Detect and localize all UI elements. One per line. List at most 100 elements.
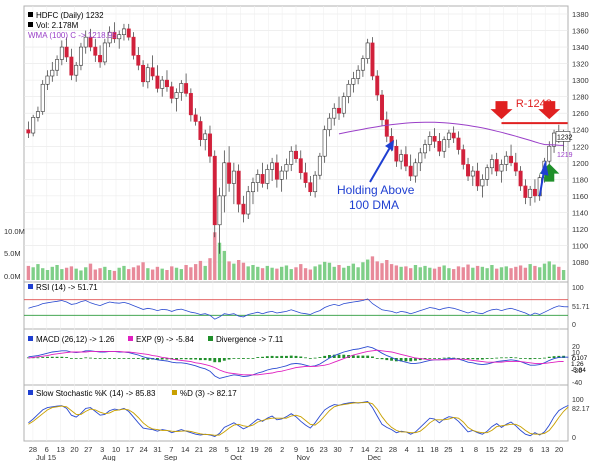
candle-up [203, 133, 208, 140]
macd-divergence-bar [461, 358, 465, 359]
candle-down [88, 36, 93, 48]
x-tick-label: 7 [169, 445, 173, 454]
volume-bar [356, 267, 360, 280]
volume-bar [346, 265, 351, 280]
x-tick-label: 23 [320, 445, 328, 454]
x-tick-label: 24 [140, 445, 148, 454]
candle-down [475, 170, 480, 187]
candle-up [145, 67, 150, 83]
candle-down [308, 182, 313, 193]
macd-divergence-bar [299, 356, 303, 358]
macd-divergence-bar [261, 356, 264, 358]
candle-down [193, 114, 198, 122]
candle-up [174, 92, 179, 99]
macd-divergence-bar [385, 358, 389, 361]
candle-up [255, 174, 260, 183]
x-tick-label: 21 [375, 445, 383, 454]
macd-divergence-bar [55, 356, 59, 358]
volume-bar [193, 264, 198, 280]
candle-down [298, 158, 303, 174]
candle-up [121, 28, 126, 35]
volume-bar [332, 266, 336, 280]
macd-tick-label: 20 [572, 344, 580, 351]
volume-bar [155, 266, 160, 280]
macd-divergence-bar [146, 358, 150, 360]
macd-tick-label: -20 [572, 368, 582, 375]
candle-down [375, 75, 380, 96]
volume-bar [141, 262, 145, 280]
candle-up [231, 170, 236, 184]
candle-up [31, 117, 36, 134]
x-tick-label: 6 [529, 445, 533, 454]
candle-up [446, 132, 451, 140]
price-tick-label: 1380 [572, 10, 589, 19]
macd-divergence-bar [323, 355, 327, 358]
macd-divergence-bar [222, 358, 226, 361]
candle-up [279, 170, 284, 180]
volume-bar [466, 264, 470, 280]
macd-divergence-bar [280, 355, 284, 358]
x-tick-label: 20 [70, 445, 78, 454]
macd-divergence-bar [294, 355, 298, 358]
volume-bar [327, 262, 332, 280]
volume-bar [361, 262, 365, 280]
macd-divergence-bar [308, 358, 312, 359]
volume-bar [284, 265, 289, 280]
volume-bar [495, 268, 499, 280]
candle-up [418, 152, 423, 164]
candle-down [394, 145, 399, 162]
volume-bar [303, 268, 308, 280]
volume-bar [36, 264, 40, 280]
macd-divergence-bar [471, 358, 475, 360]
volume-bar [103, 266, 107, 280]
candle-down [212, 155, 217, 226]
rsi-legend: RSI (14) -> 51.71 [28, 283, 98, 292]
macd-divergence-bar [457, 358, 460, 359]
volume-bar [136, 265, 140, 280]
macd-divergence-bar [351, 355, 355, 358]
candle-up [107, 31, 112, 44]
volume-bar [538, 267, 542, 280]
macd-divergence-bar [476, 358, 480, 360]
candle-up [317, 155, 322, 176]
volume-bar [150, 269, 155, 280]
candle-up [489, 159, 494, 169]
volume-bar [84, 267, 88, 280]
candle-down [126, 28, 131, 38]
volume-bar [404, 266, 408, 280]
macd-divergence-bar [155, 358, 159, 360]
macd-divergence-bar [41, 357, 45, 358]
candle-down [513, 162, 518, 172]
candle-up [399, 154, 404, 162]
rsi-tick-label: 51.71 [572, 304, 590, 311]
macd-divergence-bar [538, 358, 542, 359]
candle-down [408, 165, 413, 177]
candle-down [260, 174, 265, 184]
volume-bar [485, 268, 489, 280]
candle-up [313, 174, 318, 193]
macd-series [26, 346, 569, 379]
x-tick-label: 10 [112, 445, 120, 454]
candle-up [423, 144, 427, 154]
candle-down [532, 188, 537, 197]
support-text-line1: Holding Above [337, 183, 415, 197]
price-tick-label: 1340 [572, 43, 589, 52]
macd-divergence-bar [203, 358, 207, 361]
candle-down [294, 150, 298, 159]
volume-bar [88, 263, 93, 280]
x-tick-label: 20 [555, 445, 563, 454]
candle-down [509, 155, 514, 164]
macd-divergence-bar [89, 357, 92, 359]
volume-bar [509, 268, 513, 280]
volume-bar [432, 268, 437, 280]
x-tick-label: 6 [45, 445, 49, 454]
candle-up [470, 170, 475, 177]
candle-down [198, 121, 203, 140]
x-month-label: Sep [164, 453, 177, 461]
candle-up [83, 36, 88, 48]
volume-bar [79, 270, 83, 280]
macd-divergence-bar [375, 358, 379, 359]
macd-divergence-bar [213, 358, 217, 363]
candle-down [141, 64, 146, 83]
last-price-box [555, 131, 571, 142]
